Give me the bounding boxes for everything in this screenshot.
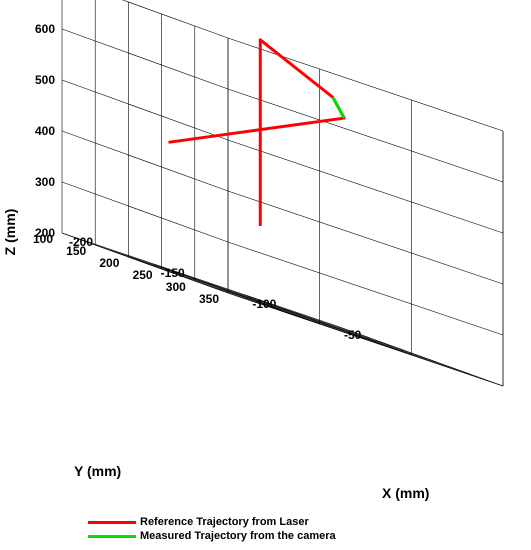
- legend-item-measured: Measured Trajectory from the camera: [88, 529, 336, 543]
- grid-line-floor-y: [161, 268, 437, 363]
- legend-item-reference: Reference Trajectory from Laser: [88, 515, 336, 529]
- grid-line-wall-xz: [227, 241, 504, 336]
- grid-line-wall-xz: [227, 292, 504, 387]
- series-lines: [168, 38, 346, 226]
- grid-line-wall-xz: [227, 190, 504, 285]
- z-tick-label: 200: [35, 226, 55, 240]
- x-tick-label: -200: [69, 235, 93, 249]
- x-tick-label: -100: [252, 297, 276, 311]
- grid-line-wall-yz: [61, 232, 229, 294]
- grid-line-wall-xz: [227, 37, 504, 132]
- grid-line-floor-y: [128, 256, 404, 351]
- x-tick-label: -50: [344, 328, 362, 342]
- y-tick-label: 300: [166, 280, 186, 294]
- series-line-1: [331, 96, 346, 119]
- grid-line-wall-yz: [61, 130, 229, 192]
- chart-3d-plot: 200300400500600700100150200250300350-200…: [2, 0, 504, 501]
- grid-line-wall-xz: [227, 88, 504, 183]
- legend-label-measured: Measured Trajectory from the camera: [140, 530, 336, 542]
- legend-swatch-reference: [88, 520, 136, 524]
- legend-swatch-measured: [88, 534, 136, 538]
- grid-line-wall-yz: [61, 28, 229, 90]
- legend-label-reference: Reference Trajectory from Laser: [140, 516, 309, 528]
- z-tick-label: 300: [35, 175, 55, 189]
- y-tick-label: 200: [99, 256, 119, 270]
- grid-line-wall-yz: [61, 181, 229, 243]
- legend: Reference Trajectory from Laser Measured…: [88, 515, 336, 543]
- y-tick-label: 150: [66, 244, 86, 258]
- z-tick-label: 500: [35, 73, 55, 87]
- grid-line-floor-y: [61, 232, 338, 327]
- grid-line-wall-xz: [227, 139, 504, 234]
- grid-lines: [61, 0, 504, 387]
- grid-line-floor-y: [95, 244, 371, 339]
- tick-labels: 200300400500600700100150200250300350-200…: [33, 22, 362, 342]
- z-tick-label: 400: [35, 124, 55, 138]
- y-tick-label: 350: [199, 292, 219, 306]
- grid-line-floor-y: [194, 280, 470, 375]
- z-axis-label: Z (mm): [2, 209, 18, 256]
- x-axis-label: X (mm): [382, 485, 429, 501]
- y-tick-label: 250: [133, 268, 153, 282]
- y-axis-label: Y (mm): [74, 463, 121, 479]
- grid-line-wall-yz: [61, 79, 229, 141]
- grid-line-wall-yz: [121, 0, 229, 39]
- z-tick-label: 600: [35, 22, 55, 36]
- x-tick-label: -150: [161, 266, 185, 280]
- y-tick-label: 100: [33, 232, 53, 246]
